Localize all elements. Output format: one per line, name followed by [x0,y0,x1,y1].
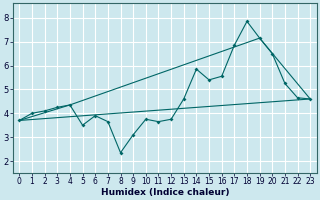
X-axis label: Humidex (Indice chaleur): Humidex (Indice chaleur) [100,188,229,197]
